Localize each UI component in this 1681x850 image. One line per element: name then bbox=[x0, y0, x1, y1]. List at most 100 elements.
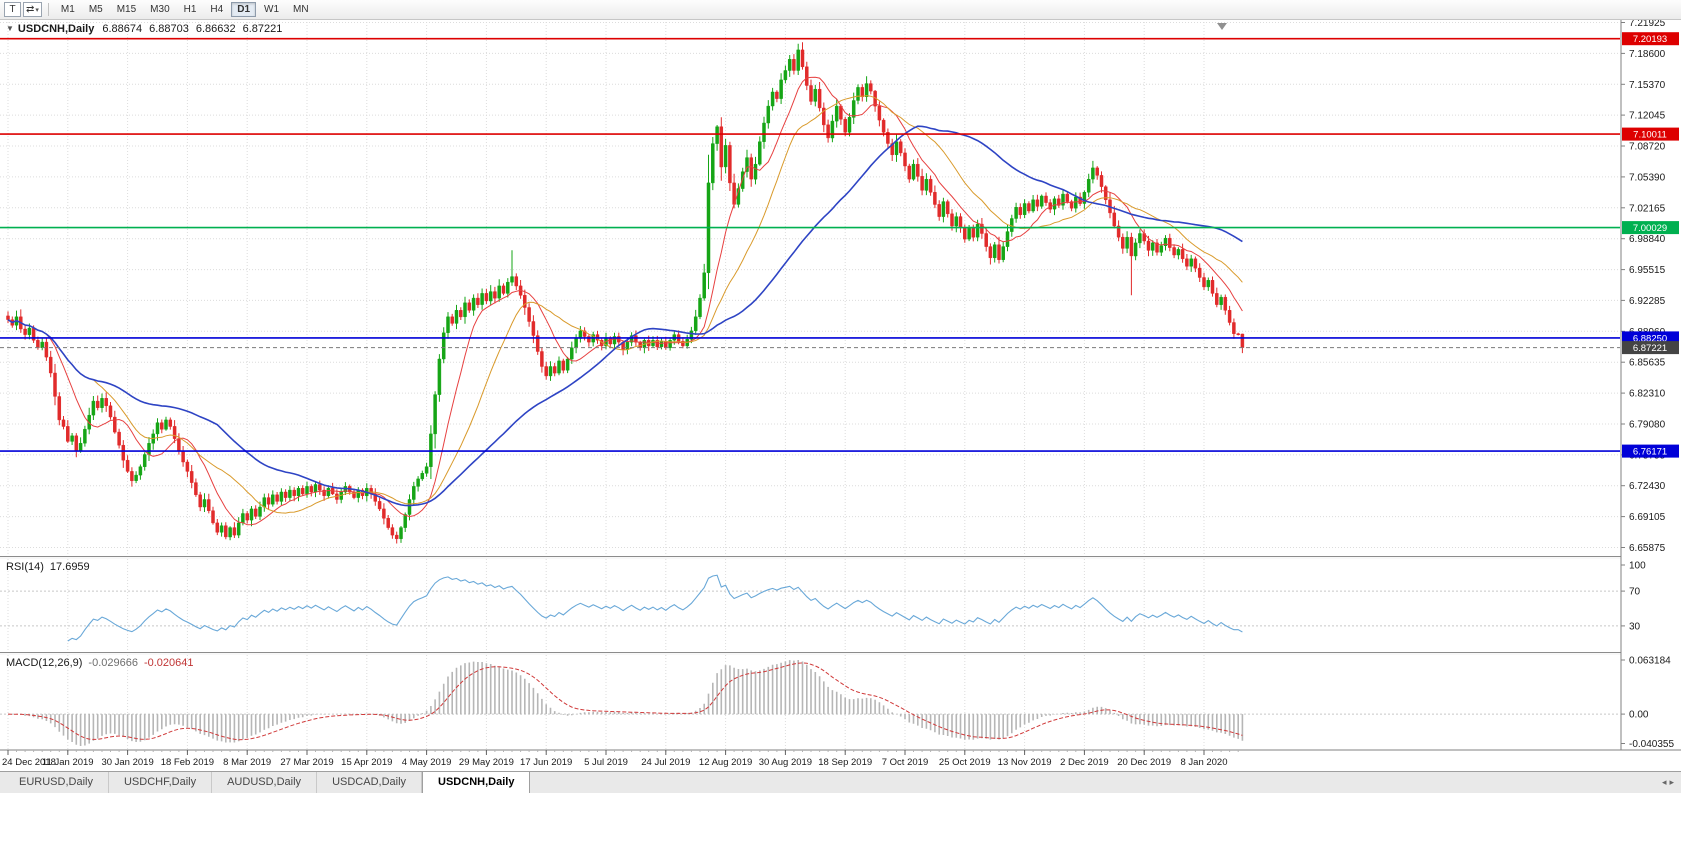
timeframe-button-m5[interactable]: M5 bbox=[83, 2, 109, 17]
timeframe-switcher-button[interactable]: ⇄ ▾ bbox=[23, 2, 42, 17]
svg-text:20 Dec 2019: 20 Dec 2019 bbox=[1117, 757, 1171, 768]
rsi-level-lines bbox=[0, 590, 1620, 627]
price-level-badge: 7.20193 bbox=[1622, 32, 1679, 46]
svg-text:18 Feb 2019: 18 Feb 2019 bbox=[161, 757, 214, 768]
chart-tab-bar: EURUSD,Daily USDCHF,Daily AUDUSD,Daily U… bbox=[0, 771, 1681, 793]
macd-scale: 0.063184 0.00 -0.040355 bbox=[1621, 656, 1674, 750]
svg-text:70: 70 bbox=[1629, 587, 1641, 598]
svg-text:27 Mar 2019: 27 Mar 2019 bbox=[280, 757, 333, 768]
chart-tool-button[interactable]: T bbox=[4, 2, 21, 17]
price-level-badge: 7.10011 bbox=[1622, 127, 1679, 141]
ma-10-line bbox=[7, 76, 1243, 526]
macd-name: MACD(12,26,9) bbox=[6, 657, 83, 669]
macd-histogram bbox=[11, 660, 1244, 746]
rsi-name: RSI(14) bbox=[6, 561, 44, 573]
rsi-value: 17.6959 bbox=[49, 561, 90, 573]
svg-text:6.88250: 6.88250 bbox=[1633, 333, 1667, 344]
candlestick-series bbox=[6, 42, 1245, 544]
timeframe-button-m1[interactable]: M1 bbox=[55, 2, 81, 17]
svg-text:6.98840: 6.98840 bbox=[1629, 234, 1666, 245]
ohlc-high: 6.88703 bbox=[149, 23, 189, 35]
tab-scroll-right-icon[interactable]: ▸ bbox=[1669, 777, 1674, 787]
svg-text:12 Aug 2019: 12 Aug 2019 bbox=[699, 757, 752, 768]
timeframe-button-m30[interactable]: M30 bbox=[144, 2, 175, 17]
chart-grid bbox=[0, 19, 1620, 750]
rsi-scale: 100 70 30 bbox=[1621, 561, 1646, 632]
timeframe-button-h1[interactable]: H1 bbox=[178, 2, 203, 17]
price-level-badge: 7.00029 bbox=[1622, 221, 1679, 235]
svg-text:7.00029: 7.00029 bbox=[1633, 223, 1667, 234]
svg-text:6.69105: 6.69105 bbox=[1629, 512, 1666, 523]
ohlc-close: 6.87221 bbox=[242, 23, 283, 35]
panel-separator-rsi[interactable] bbox=[0, 556, 1681, 559]
timeframe-button-w1[interactable]: W1 bbox=[258, 2, 285, 17]
toolbar-separator bbox=[47, 3, 49, 16]
svg-text:0.00: 0.00 bbox=[1629, 710, 1649, 721]
ohlc-open: 6.88674 bbox=[102, 23, 143, 35]
chart-symbol-label: USDCNH,Daily bbox=[17, 23, 95, 35]
chart-shift-marker[interactable] bbox=[1217, 23, 1227, 30]
svg-text:2 Dec 2019: 2 Dec 2019 bbox=[1060, 757, 1109, 768]
ma-50-line bbox=[7, 125, 1243, 507]
svg-text:7.08720: 7.08720 bbox=[1629, 142, 1666, 153]
timeframe-button-h4[interactable]: H4 bbox=[204, 2, 229, 17]
svg-text:7.12045: 7.12045 bbox=[1629, 111, 1666, 122]
timeframe-button-m15[interactable]: M15 bbox=[111, 2, 142, 17]
svg-text:5 Jul 2019: 5 Jul 2019 bbox=[584, 757, 628, 768]
timeframe-button-mn[interactable]: MN bbox=[287, 2, 315, 17]
chart-tab-audusd[interactable]: AUDUSD,Daily bbox=[212, 772, 318, 793]
svg-text:-0.040355: -0.040355 bbox=[1629, 739, 1674, 750]
svg-text:6.72430: 6.72430 bbox=[1629, 481, 1666, 492]
tab-scroll-controls: ◂ ▸ bbox=[1662, 772, 1681, 793]
svg-text:7.02165: 7.02165 bbox=[1629, 203, 1666, 214]
svg-text:8 Mar 2019: 8 Mar 2019 bbox=[223, 757, 271, 768]
svg-text:30 Aug 2019: 30 Aug 2019 bbox=[759, 757, 812, 768]
current-price-badge: 6.87221 bbox=[1622, 341, 1679, 355]
rsi-line bbox=[67, 574, 1243, 642]
svg-text:4 May 2019: 4 May 2019 bbox=[402, 757, 452, 768]
svg-text:6.76171: 6.76171 bbox=[1633, 447, 1667, 458]
svg-text:25 Oct 2019: 25 Oct 2019 bbox=[939, 757, 991, 768]
svg-text:6.79080: 6.79080 bbox=[1629, 420, 1666, 431]
chart-tab-usdchf[interactable]: USDCHF,Daily bbox=[109, 772, 213, 793]
t-icon: T bbox=[9, 4, 16, 15]
switch-arrows-icon: ⇄ bbox=[26, 4, 35, 15]
svg-text:7.20193: 7.20193 bbox=[1633, 34, 1667, 45]
svg-text:8 Jan 2020: 8 Jan 2020 bbox=[1180, 757, 1227, 768]
svg-text:6.92285: 6.92285 bbox=[1629, 296, 1666, 307]
svg-text:6.87221: 6.87221 bbox=[1633, 343, 1667, 354]
svg-text:0.063184: 0.063184 bbox=[1629, 656, 1671, 667]
svg-text:7.05390: 7.05390 bbox=[1629, 172, 1666, 183]
svg-text:30: 30 bbox=[1629, 621, 1641, 632]
caret-down-icon: ▾ bbox=[35, 6, 39, 14]
panel-separator-macd[interactable] bbox=[0, 652, 1681, 655]
macd-signal-value: -0.020641 bbox=[143, 657, 194, 669]
svg-text:29 May 2019: 29 May 2019 bbox=[459, 757, 514, 768]
svg-text:6.65875: 6.65875 bbox=[1629, 543, 1666, 554]
macd-main-value: -0.029666 bbox=[88, 657, 138, 669]
svg-text:30 Jan 2019: 30 Jan 2019 bbox=[101, 757, 153, 768]
rsi-indicator-label: RSI(14) 17.6959 bbox=[6, 561, 90, 573]
price-level-badge: 6.76171 bbox=[1622, 444, 1679, 458]
macd-indicator-label: MACD(12,26,9) -0.029666 -0.020641 bbox=[6, 657, 194, 669]
ohlc-low: 6.86632 bbox=[195, 23, 236, 35]
svg-text:17 Jun 2019: 17 Jun 2019 bbox=[520, 757, 572, 768]
chart-tab-usdcad[interactable]: USDCAD,Daily bbox=[317, 772, 423, 793]
svg-text:11 Jan 2019: 11 Jan 2019 bbox=[42, 757, 94, 768]
timeframe-button-d1[interactable]: D1 bbox=[231, 2, 257, 17]
svg-text:24 Dec 2018: 24 Dec 2018 bbox=[2, 757, 56, 768]
tab-scroll-left-icon[interactable]: ◂ bbox=[1661, 777, 1667, 787]
chart-tab-eurusd[interactable]: EURUSD,Daily bbox=[4, 772, 109, 793]
svg-text:6.82310: 6.82310 bbox=[1629, 389, 1666, 400]
svg-text:7 Oct 2019: 7 Oct 2019 bbox=[882, 757, 928, 768]
chart-tab-usdcnh[interactable]: USDCNH,Daily bbox=[422, 772, 531, 793]
svg-text:100: 100 bbox=[1629, 561, 1646, 572]
price-scale-background bbox=[1621, 19, 1681, 771]
one-click-trading-toggle-icon[interactable]: ▼ bbox=[6, 24, 14, 33]
chart-title: ▼ USDCNH,Daily 6.88674 6.88703 6.86632 6.8722… bbox=[6, 23, 289, 35]
svg-text:18 Sep 2019: 18 Sep 2019 bbox=[818, 757, 872, 768]
svg-text:7.21925: 7.21925 bbox=[1629, 18, 1666, 29]
